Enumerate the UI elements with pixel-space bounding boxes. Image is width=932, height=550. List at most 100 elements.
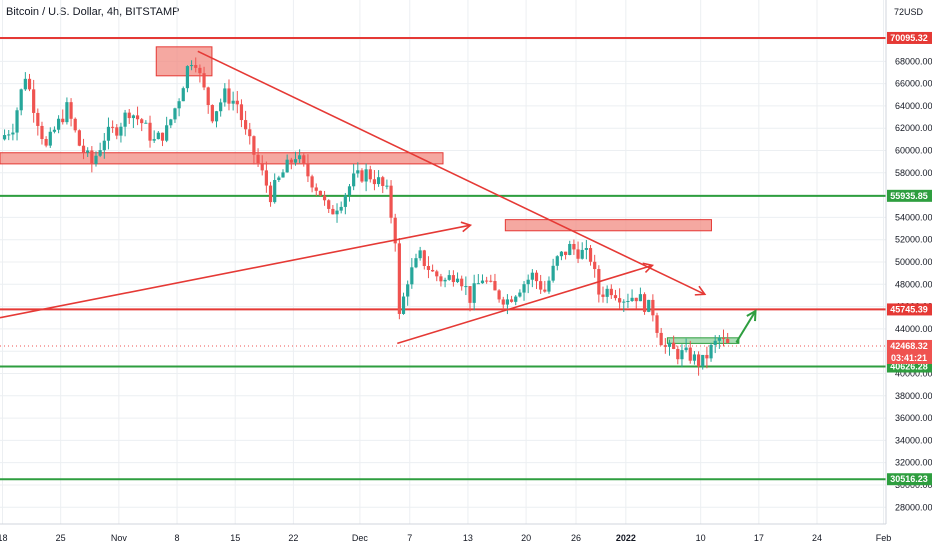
candle-body — [77, 130, 81, 146]
interval-label: 4h — [106, 6, 120, 18]
candle-body — [360, 170, 364, 182]
candle-body — [239, 104, 244, 121]
candle-body — [2, 135, 7, 140]
price-tick-label: 68000.00 — [895, 56, 932, 66]
currency-label: USD — [904, 7, 924, 17]
candle-body — [514, 296, 518, 302]
candle-body — [568, 243, 572, 255]
candle-body — [285, 159, 289, 173]
candle-body — [680, 350, 684, 360]
countdown-label: 03:41:21 — [891, 353, 927, 363]
price-tag — [887, 473, 932, 486]
candle-body — [273, 180, 277, 203]
price-tick-label: 66000.00 — [895, 79, 932, 89]
candle-body — [352, 173, 356, 187]
time-tick-label: 2022 — [616, 533, 636, 543]
candle-body — [618, 298, 622, 303]
candle-body — [173, 108, 177, 120]
time-tick-label: Feb — [876, 533, 892, 543]
candle-body — [630, 297, 634, 301]
zone-upper-right-zone[interactable] — [504, 219, 712, 232]
candle-body — [73, 118, 77, 131]
candle-body — [27, 78, 32, 90]
candle-body — [310, 176, 314, 188]
symbol-name: Bitcoin / U.S. Dollar — [6, 6, 101, 18]
arrow-head — [642, 262, 655, 274]
price-tag-label: 42468.32 — [890, 341, 928, 351]
candle-body — [372, 179, 377, 185]
candle-body — [206, 87, 210, 106]
time-axis[interactable]: 18 25 Nov 8 15 22 Dec 7 13 20 26 2022 10 17 24 Feb — [0, 533, 891, 543]
candle-body — [688, 347, 692, 361]
candle-body — [726, 338, 730, 344]
price-tick-label: 44000.00 — [895, 324, 932, 334]
time-tick-label: 25 — [56, 533, 66, 543]
candle-body — [235, 100, 239, 105]
price-tick-label: 48000.00 — [895, 279, 932, 289]
candle-body — [98, 150, 102, 156]
price-tags: 70095.32 55935.85 45745.39 40626.28 30516.23… — [887, 31, 932, 486]
candle-body — [44, 139, 48, 146]
zone-peak-zone[interactable] — [155, 46, 213, 77]
candle-body — [356, 170, 360, 174]
candle-body — [709, 344, 713, 359]
candle-body — [81, 145, 86, 153]
candle-body — [551, 265, 555, 281]
trendline-rising-channel-top[interactable] — [0, 224, 471, 319]
zone-base-zone[interactable] — [666, 337, 740, 344]
trendline-rising-channel-bottom[interactable] — [397, 264, 653, 345]
candle-body — [489, 280, 493, 282]
price-axis[interactable]: 28000.0030000.0032000.0034000.0036000.00… — [895, 34, 932, 512]
candle-body — [692, 354, 697, 361]
candle-body — [152, 139, 156, 141]
candle-body — [476, 283, 480, 285]
candle-body — [94, 155, 98, 164]
candle-body — [248, 129, 252, 137]
exchange-label: BITSTAMP — [125, 6, 180, 18]
candle-body — [464, 286, 468, 288]
candles — [2, 57, 730, 376]
candle-body — [497, 290, 501, 300]
trendline-projection-arrow[interactable] — [735, 310, 757, 343]
time-tick-label: 22 — [288, 533, 298, 543]
time-tick-label: Dec — [352, 533, 369, 543]
candle-body — [431, 269, 435, 272]
candle-body — [696, 354, 701, 367]
candle-body — [410, 267, 414, 285]
price-tick-label: 40000.00 — [895, 368, 932, 378]
candle-body — [36, 112, 40, 126]
time-tick-label: 13 — [463, 533, 473, 543]
candle-body — [555, 256, 559, 266]
time-tick-label: 20 — [521, 533, 531, 543]
candle-body — [418, 250, 422, 259]
candle-body — [534, 272, 539, 282]
candle-body — [717, 337, 721, 341]
candle-body — [86, 150, 90, 153]
candle-body — [563, 251, 568, 255]
time-tick-label: 7 — [407, 533, 412, 543]
trendline-descending-resistance[interactable] — [197, 50, 706, 296]
zone-mid-zone[interactable] — [0, 152, 444, 165]
price-tick-label: 50000.00 — [895, 257, 932, 267]
candle-body — [667, 342, 672, 347]
candle-body — [580, 249, 584, 259]
candle-body — [713, 340, 717, 345]
candle-body — [177, 101, 181, 109]
price-tag-label: 30516.23 — [890, 474, 928, 484]
candle-body — [56, 118, 61, 130]
price-tag — [887, 339, 932, 364]
candle-body — [435, 271, 439, 277]
candle-body — [397, 243, 401, 314]
candle-body — [289, 159, 293, 163]
price-tick-label: 52000.00 — [895, 235, 932, 245]
candle-body — [140, 119, 144, 124]
price-tick-label: 34000.00 — [895, 435, 932, 445]
candle-body — [165, 125, 169, 141]
candle-body — [15, 110, 19, 133]
time-tick-label: 17 — [754, 533, 764, 543]
candle-body — [364, 169, 368, 182]
price-tick-label: 28000.00 — [895, 502, 932, 512]
candle-body — [268, 185, 273, 203]
candle-body — [160, 132, 165, 141]
